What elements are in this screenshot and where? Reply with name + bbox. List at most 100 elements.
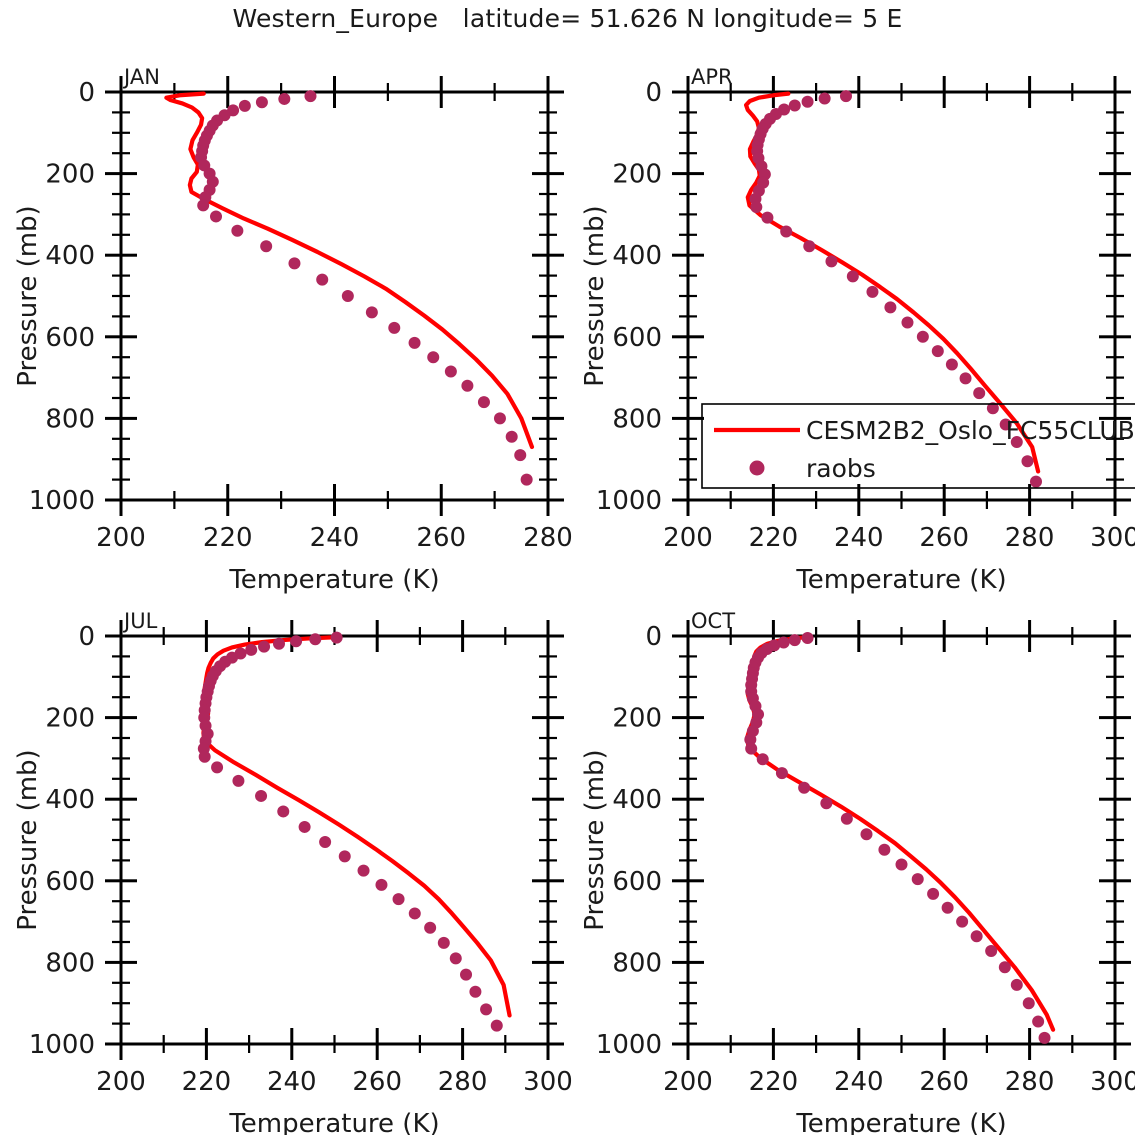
series-marker-raobs [437,936,450,949]
series-marker-raobs [1022,997,1035,1010]
series-marker-raobs [304,90,317,103]
series-marker-raobs [477,396,490,409]
series-marker-raobs [744,733,757,746]
series-marker-raobs [277,805,290,818]
legend-swatch-marker [749,460,765,476]
series-marker-raobs [941,901,954,914]
series-marker-raobs [319,836,332,849]
series-marker-raobs [238,99,251,112]
series-marker-raobs [365,306,378,319]
x-tick-label: 220 [182,1067,232,1097]
x-axis-label: Temperature (K) [795,1109,1006,1135]
y-tick-label: 400 [45,241,95,271]
x-tick-label: 200 [663,1067,713,1097]
series-marker-raobs [480,1003,493,1016]
x-tick-label: 220 [749,523,799,553]
series-marker-raobs [973,387,986,400]
x-tick-label: 240 [310,523,360,553]
series-marker-raobs [255,789,268,802]
y-tick-label: 200 [45,160,95,190]
series-marker-raobs [780,225,793,238]
y-tick-label: 600 [45,867,95,897]
series-marker-raobs [245,643,258,656]
series-marker-raobs [986,402,999,415]
y-tick-label: 0 [645,622,662,652]
y-tick-label: 400 [612,241,662,271]
series-line-model [164,91,535,450]
series-marker-raobs [860,828,873,841]
series-marker-raobs [931,345,944,358]
panel-apr: 200 220 240 260 280 300 0 200 400 600 800 1000 Tempe… [567,44,1135,595]
series-marker-raobs [1030,475,1042,488]
series-marker-raobs [258,640,271,653]
y-tick-label: 0 [645,78,662,108]
plot-frame [119,634,550,1046]
y-tick-label: 800 [45,404,95,434]
x-axis-label: Temperature (K) [795,565,1006,595]
series-marker-raobs [788,99,801,112]
series-marker-raobs [820,797,833,810]
series-marker-raobs [866,285,879,298]
series-marker-raobs [916,330,929,343]
series-marker-raobs [745,742,758,755]
series-marker-raobs [211,761,224,774]
y-tick-label: 1000 [596,486,662,516]
x-tick-label: 300 [1090,1067,1135,1097]
series-marker-raobs [392,893,405,906]
series-marker-raobs [493,412,506,425]
x-tick-label: 300 [1090,523,1135,553]
series-marker-raobs [231,224,244,237]
x-tick-label: 260 [352,1067,402,1097]
series-marker-raobs [357,864,370,877]
x-tick-label: 200 [663,523,713,553]
series-marker-raobs [970,930,983,943]
plot-area: 200 220 240 260 280 300 0 200 400 600 800 1000 Tempe… [580,65,1135,595]
panel-tag: JUL [122,609,158,633]
series-marker-raobs [956,915,969,928]
y-tick-label: 1000 [596,1030,662,1060]
series-marker-raobs [197,199,210,212]
x-tick-label: 200 [96,523,146,553]
series-marker-raobs [444,365,457,378]
series-marker-raobs [801,632,814,645]
series-marker-raobs [825,255,838,268]
series-marker-raobs [408,907,421,920]
series-marker-raobs [878,843,891,856]
x-tick-label: 240 [834,523,884,553]
plot-area: 200 220 240 260 280 300 0 200 400 600 800 1000 Tempe… [13,609,573,1135]
series-marker-raobs [777,636,790,649]
legend-box [701,403,1135,489]
series-marker-raobs [330,631,343,644]
x-tick-label: 240 [267,1067,317,1097]
series-marker-raobs [514,449,527,462]
plot-area: 200 220 240 260 280 300 0 200 400 600 800 1000 Tempe… [580,609,1135,1135]
series-marker-raobs [424,921,437,934]
y-tick-label: 200 [612,160,662,190]
series-marker-raobs [520,473,533,486]
series-marker-raobs [884,301,897,314]
x-tick-label: 260 [919,523,969,553]
x-axis-label: Temperature (K) [228,1109,439,1135]
series-marker-raobs [427,351,440,364]
x-tick-label: 200 [96,1067,146,1097]
series-marker-raobs [461,379,474,392]
x-tick-label: 260 [416,523,466,553]
y-tick-label: 800 [612,948,662,978]
series-marker-raobs [288,257,301,270]
series-marker-raobs [901,316,914,329]
series-marker-raobs [839,90,852,103]
panel-jan: 200 220 240 260 280 0 200 400 600 800 1000 Temperat… [0,44,573,595]
series-marker-raobs [290,635,303,648]
series-marker-raobs [460,968,473,981]
series-marker-raobs [1021,455,1034,468]
series-marker-raobs [210,210,223,223]
series-marker-raobs [750,201,763,214]
series-marker-raobs [1032,1015,1045,1028]
series-marker-raobs [985,944,998,957]
series-marker-raobs [801,95,814,108]
y-tick-label: 200 [612,704,662,734]
series-marker-raobs [255,96,268,109]
y-tick-label: 200 [45,704,95,734]
y-axis-label: Pressure (mb) [580,205,610,386]
y-tick-label: 800 [612,404,662,434]
